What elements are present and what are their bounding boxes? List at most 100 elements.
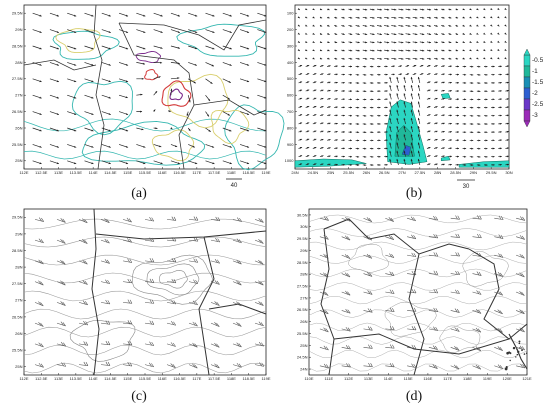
c-wind-barb <box>144 343 154 346</box>
c-wind-barb-feather <box>173 321 176 326</box>
b-wind-vector-head <box>319 8 323 11</box>
a-wind-vector-head <box>91 129 94 132</box>
d-wind-barb-feather <box>433 307 436 312</box>
d-island <box>515 356 517 358</box>
b-wind-vector-head <box>483 24 486 27</box>
d-wind-barb-feather <box>479 252 482 257</box>
b-shaded-region <box>294 158 367 168</box>
c-wind-barb-feather <box>84 301 88 305</box>
c-wind-barb <box>144 281 154 283</box>
b-wind-vector-head <box>387 57 390 60</box>
b-wind-vector-head <box>379 49 382 52</box>
a-wind-vector-head <box>264 31 267 33</box>
b-wind-vector-head <box>415 33 418 36</box>
b-wind-vector-head <box>442 98 445 100</box>
d-wind-barb <box>407 217 416 222</box>
b-wind-vector-head <box>327 41 330 44</box>
b-wind-vector-head <box>378 73 381 76</box>
c-wind-barb-feather <box>60 218 64 222</box>
b-wind-vector-head <box>469 24 472 27</box>
c-ytick-label: 28.5N <box>12 248 23 253</box>
b-wind-vector-head <box>299 81 303 84</box>
b-wind-vector-head <box>350 49 353 52</box>
b-wind-vector-head <box>365 16 368 19</box>
b-wind-vector-head <box>417 76 420 80</box>
a-wind-vector-head <box>170 88 173 91</box>
b-wind-vector-head <box>321 114 324 117</box>
b-wind-vector-head <box>408 25 411 27</box>
b-wind-vector-head <box>342 81 345 84</box>
d-wind-barb-feather <box>519 272 523 277</box>
b-wind-vector-head <box>478 147 481 150</box>
b-wind-vector-head <box>506 106 509 109</box>
b-wind-vector-head <box>357 98 360 101</box>
b-wind-vector-head <box>456 163 459 166</box>
b-wind-vector-head <box>471 123 474 125</box>
d-wind-barb <box>363 365 373 367</box>
c-wind-barb-feather <box>260 281 264 286</box>
c-wind-barb <box>78 322 88 326</box>
b-wind-vector-head <box>497 57 500 60</box>
b-shaded-region <box>440 93 451 100</box>
a-wind-vector-head <box>140 93 143 96</box>
b-wind-vector-head <box>350 106 352 109</box>
d-wind-barb-feather <box>369 290 373 295</box>
b-wind-vector-head <box>319 16 323 19</box>
b-wind-vector-head <box>371 155 374 158</box>
c-wind-barb-feather <box>238 363 242 368</box>
b-wind-vector-head <box>394 8 397 11</box>
c-wind-barb-feather <box>239 217 242 222</box>
a-wind-vector-head <box>39 162 42 165</box>
b-wind-vector-head <box>435 8 438 11</box>
a-wind-vector-head <box>212 14 215 17</box>
b-wind-vector-head <box>328 65 331 68</box>
d-wind-barb-feather <box>370 326 373 331</box>
d-wind-barb-feather <box>434 345 438 350</box>
b-wind-vector-head <box>364 98 367 101</box>
b-wind-vector-head <box>428 81 431 84</box>
c-wind-barb-feather <box>84 280 88 285</box>
b-wind-vector-head <box>410 117 413 121</box>
c-wind-barb-feather <box>85 321 89 326</box>
c-wind-barb-feather <box>82 300 86 305</box>
b-wind-vector-head <box>387 41 390 44</box>
b-wind-vector-head <box>485 73 488 76</box>
c-wind-barb-feather <box>82 218 86 223</box>
c-wind-barb-feather <box>149 217 152 221</box>
b-wind-vector-head <box>403 109 406 112</box>
b-wind-vector-head <box>403 117 406 121</box>
b-wind-vector-head <box>492 106 495 109</box>
d-boundary-line <box>320 228 335 376</box>
d-wind-barb <box>385 273 395 276</box>
d-wind-barb <box>319 310 329 315</box>
b-xtick-label: 24.5N <box>307 170 318 175</box>
c-wind-barb <box>100 364 110 366</box>
b-wind-vector-head <box>497 32 500 35</box>
a-wind-vector-head <box>125 47 129 50</box>
c-wind-barb-feather <box>151 237 155 242</box>
a-wind-vector-head <box>246 63 250 66</box>
b-ytick-label: 700 <box>287 109 294 114</box>
c-wind-barb-feather <box>83 361 87 366</box>
a-wind-vector-head <box>125 129 129 132</box>
c-xtick-label: 117.5E <box>208 376 221 381</box>
b-wind-vector-head <box>372 49 375 52</box>
b-wind-vector-head <box>319 24 323 27</box>
c-wind-barb-feather <box>62 260 66 265</box>
b-wind-vector-head <box>357 16 360 19</box>
c-wind-barb-feather <box>258 341 262 346</box>
b-wind-vector-head <box>478 164 481 166</box>
b-wind-vector-head <box>305 32 308 35</box>
c-wind-barb-feather <box>171 278 175 283</box>
caption-c: (c) <box>131 389 147 404</box>
a-wind-vector-head <box>264 14 267 17</box>
d-wind-barb <box>472 217 482 220</box>
b-wind-vector-head <box>497 16 500 19</box>
d-wind-barb-feather <box>366 235 371 240</box>
b-wind-vector-head <box>506 122 509 125</box>
a-wind-vector-head <box>39 113 42 115</box>
b-wind-vector-head <box>297 32 300 35</box>
c-wind-barb-feather <box>105 361 109 366</box>
d-wind-barb-feather <box>500 253 504 258</box>
c-xtick-label: 115.5E <box>139 376 152 381</box>
